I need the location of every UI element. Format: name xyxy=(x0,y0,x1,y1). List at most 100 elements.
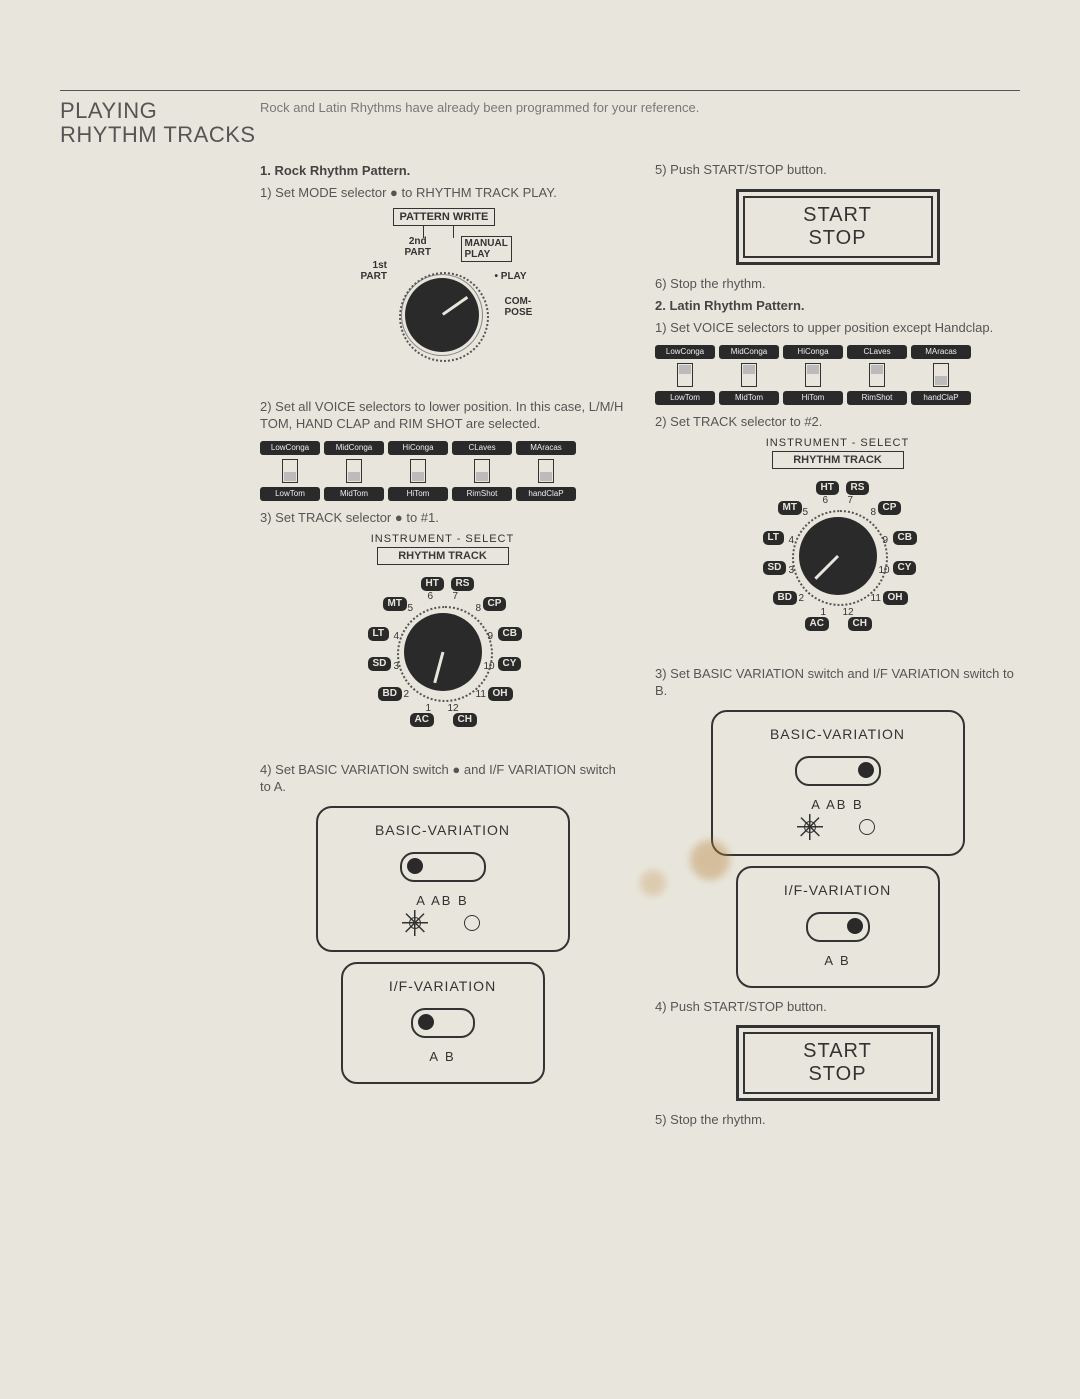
basic-variation-slider[interactable] xyxy=(795,756,881,786)
pattern-write-box: PATTERN WRITE xyxy=(393,208,496,226)
basic-variation-labels: A AB B xyxy=(328,893,558,908)
mode-dial: PATTERN WRITE 2ndPART 1stPART MANUALPLAY… xyxy=(333,208,553,388)
voice-plate: MidConga xyxy=(719,345,779,359)
if-variation-slider[interactable] xyxy=(806,912,870,942)
voice-plate: LowTom xyxy=(655,391,715,405)
stop-label: STOP xyxy=(745,1063,931,1086)
voice-plate: LowConga xyxy=(655,345,715,359)
pill-oh: OH xyxy=(488,687,513,701)
slider-dot xyxy=(418,1014,434,1030)
rock-heading: 1. Rock Rhythm Pattern. xyxy=(260,163,625,178)
track-dial-1: INSTRUMENT - SELECT RHYTHM TRACK HT RS M… xyxy=(328,533,558,753)
rock-step4: 4) Set BASIC VARIATION switch ● and I/F … xyxy=(260,761,625,796)
voice-plate: handClaP xyxy=(516,487,576,501)
pill-ht: HT xyxy=(421,577,444,591)
track-knob-pointer xyxy=(433,651,444,683)
start-label: START xyxy=(745,204,931,227)
if-variation-slider[interactable] xyxy=(411,1008,475,1038)
pill-lt: LT xyxy=(368,627,389,641)
track-dial-2: INSTRUMENT - SELECT RHYTHM TRACK HT RS M… xyxy=(723,437,953,657)
section-title: PLAYING RHYTHM TRACKS xyxy=(60,99,260,147)
mode-knob[interactable] xyxy=(405,278,479,352)
label-1st-part: 1stPART xyxy=(361,260,387,282)
latin-step5: 5) Stop the rhythm. xyxy=(655,1111,1020,1129)
rock-step2: 2) Set all VOICE selectors to lower posi… xyxy=(260,398,625,433)
voice-plate: MAracas xyxy=(911,345,971,359)
circle-icon xyxy=(859,819,875,835)
pill-sd: SD xyxy=(368,657,392,671)
voice-plate: handClaP xyxy=(911,391,971,405)
voice-switch[interactable] xyxy=(474,459,490,483)
if-variation-title: I/F-VARIATION xyxy=(748,882,928,898)
voice-switch[interactable] xyxy=(741,363,757,387)
stop-label: STOP xyxy=(745,227,931,250)
slider-dot xyxy=(407,858,423,874)
voice-row-rock: LowConga LowTom MidConga MidTom HiConga HiT… xyxy=(260,441,625,501)
voice-switch[interactable] xyxy=(933,363,949,387)
voice-switch[interactable] xyxy=(282,459,298,483)
voice-switch[interactable] xyxy=(869,363,885,387)
rhythm-track-box: RHYTHM TRACK xyxy=(377,547,509,565)
slider-dot xyxy=(847,918,863,934)
left-column: 1. Rock Rhythm Pattern. 1) Set MODE sele… xyxy=(60,157,625,1134)
voice-plate: HiConga xyxy=(783,345,843,359)
latin-step3: 3) Set BASIC VARIATION switch and I/F VA… xyxy=(655,665,1020,700)
voice-plate: MidTom xyxy=(719,391,779,405)
voice-switch[interactable] xyxy=(410,459,426,483)
if-variation-labels: A B xyxy=(353,1049,533,1064)
voice-plate: MidTom xyxy=(324,487,384,501)
voice-row-latin: LowConga LowTom MidConga MidTom HiConga HiT… xyxy=(655,345,1020,405)
voice-plate: MAracas xyxy=(516,441,576,455)
pill-rs: RS xyxy=(451,577,475,591)
start-label: START xyxy=(745,1040,931,1063)
voice-switch[interactable] xyxy=(346,459,362,483)
basic-variation-box-a: BASIC-VARIATION A AB B xyxy=(316,806,570,952)
sun-icon xyxy=(801,818,819,836)
voice-plate: HiConga xyxy=(388,441,448,455)
voice-plate: RimShot xyxy=(452,487,512,501)
track-dial-title: INSTRUMENT - SELECT xyxy=(328,533,558,545)
rock-step3: 3) Set TRACK selector ● to #1. xyxy=(260,509,625,527)
basic-variation-labels: A AB B xyxy=(723,797,953,812)
label-compose: COM-POSE xyxy=(505,296,533,318)
intro-text: Rock and Latin Rhythms have already been… xyxy=(260,99,699,117)
track-knob[interactable] xyxy=(799,517,877,595)
pill-cb: CB xyxy=(498,627,522,641)
if-variation-box-b: I/F-VARIATION A B xyxy=(736,866,940,988)
basic-variation-slider[interactable] xyxy=(400,852,486,882)
pill-mt: MT xyxy=(383,597,407,611)
track-knob[interactable] xyxy=(404,613,482,691)
voice-plate: LowTom xyxy=(260,487,320,501)
track-dial-title: INSTRUMENT - SELECT xyxy=(723,437,953,449)
right-column: 5) Push START/STOP button. START STOP 6)… xyxy=(655,157,1020,1134)
voice-plate: HiTom xyxy=(783,391,843,405)
voice-switch[interactable] xyxy=(805,363,821,387)
if-variation-labels: A B xyxy=(748,953,928,968)
track-knob-pointer xyxy=(814,555,839,580)
voice-plate: MidConga xyxy=(324,441,384,455)
if-variation-box-a: I/F-VARIATION A B xyxy=(341,962,545,1084)
voice-switch[interactable] xyxy=(677,363,693,387)
rhythm-track-box: RHYTHM TRACK xyxy=(772,451,904,469)
pill-bd: BD xyxy=(378,687,402,701)
voice-plate: CLaves xyxy=(452,441,512,455)
start-stop-button-1[interactable]: START STOP xyxy=(736,189,940,265)
if-variation-title: I/F-VARIATION xyxy=(353,978,533,994)
basic-variation-title: BASIC-VARIATION xyxy=(723,726,953,742)
pill-ch: CH xyxy=(453,713,477,727)
voice-switch[interactable] xyxy=(538,459,554,483)
manual-page: PLAYING RHYTHM TRACKS Rock and Latin Rhy… xyxy=(0,0,1080,1175)
latin-step2: 2) Set TRACK selector to #2. xyxy=(655,413,1020,431)
rock-step1: 1) Set MODE selector ● to RHYTHM TRACK P… xyxy=(260,184,625,202)
voice-plate: HiTom xyxy=(388,487,448,501)
latin-heading: 2. Latin Rhythm Pattern. xyxy=(655,298,1020,313)
mode-knob-pointer xyxy=(441,296,467,316)
sun-icon xyxy=(406,914,424,932)
right-step6: 6) Stop the rhythm. xyxy=(655,275,1020,293)
start-stop-button-2[interactable]: START STOP xyxy=(736,1025,940,1101)
slider-dot xyxy=(858,762,874,778)
voice-plate: LowConga xyxy=(260,441,320,455)
label-play: • PLAY xyxy=(495,271,527,282)
pill-cy: CY xyxy=(498,657,522,671)
basic-variation-title: BASIC-VARIATION xyxy=(328,822,558,838)
